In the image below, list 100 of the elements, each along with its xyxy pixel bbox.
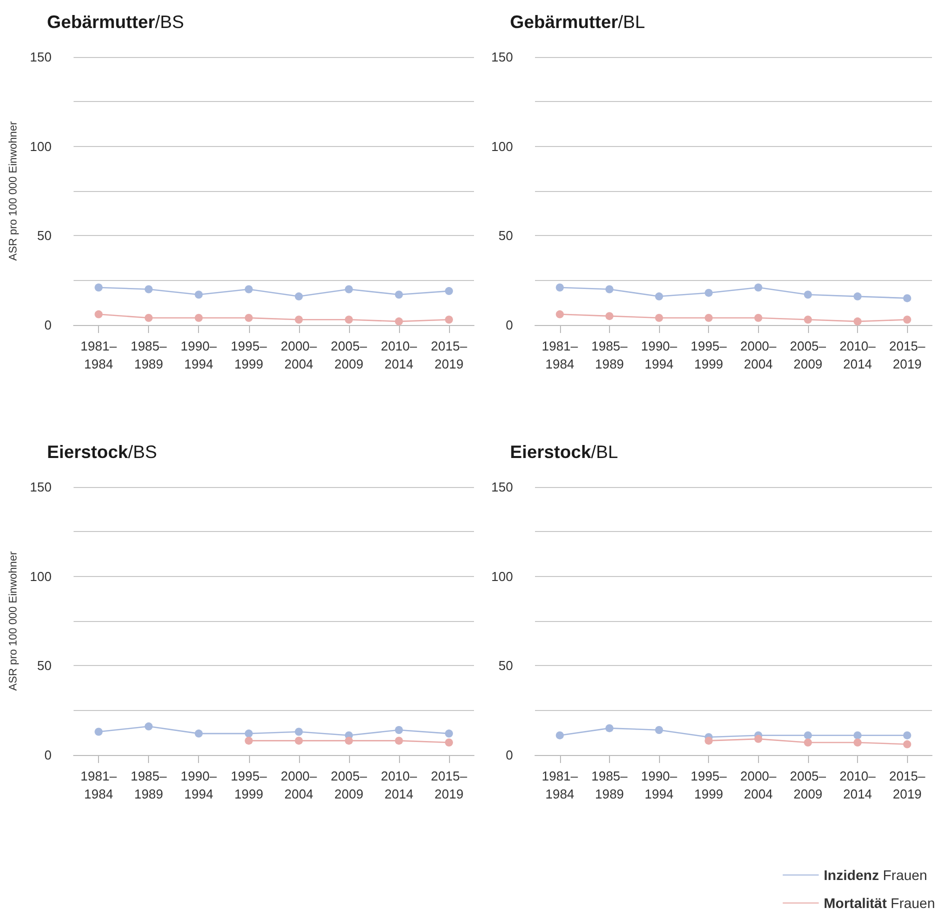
x-tick-label: 1985–1989 [130, 768, 168, 802]
x-tick-label: 1990–1994 [640, 338, 678, 372]
x-tick-label: 1990–1994 [180, 768, 218, 802]
x-tick-label: 1995–1999 [690, 338, 728, 372]
point [854, 731, 862, 740]
chart-title: Gebärmutter/BS [47, 12, 184, 32]
point [556, 731, 564, 740]
point [605, 285, 614, 294]
point [655, 314, 664, 322]
x-tick-label: 2010–2014 [380, 338, 418, 372]
x-tick-label: 1981–1984 [80, 768, 118, 802]
y-tick-label: 150 [491, 480, 513, 494]
point [294, 316, 303, 324]
point [655, 292, 664, 300]
x-tick-label: 2015–2019 [430, 338, 468, 372]
point [394, 726, 403, 734]
point [444, 730, 453, 738]
point [903, 316, 912, 324]
point [244, 736, 253, 745]
point [294, 728, 303, 736]
y-tick-label: 50 [37, 658, 52, 674]
legend-label: Mortalität Frauen [824, 895, 935, 911]
x-tick-label: 1981–1984 [80, 338, 118, 372]
point [344, 736, 353, 745]
x-tick-label: 1985–1989 [591, 768, 628, 802]
y-tick-label: 100 [30, 568, 52, 584]
point [903, 731, 912, 740]
y-tick-label: 50 [37, 228, 52, 244]
point [804, 290, 812, 299]
x-tick-label: 2015–2019 [430, 768, 468, 802]
point [754, 283, 762, 292]
point [655, 726, 664, 734]
x-tick-label: 1995–1999 [690, 768, 728, 802]
point [194, 290, 203, 299]
x-tick-label: 1990–1994 [640, 768, 678, 802]
point [804, 316, 812, 324]
x-tick-label: 2000–2004 [280, 768, 318, 802]
x-tick-label: 2015–2019 [889, 338, 926, 372]
point [903, 294, 912, 302]
x-tick-label: 2010–2014 [839, 338, 876, 372]
y-tick-label: 50 [498, 228, 513, 244]
y-axis-title: ASR pro 100 000 Einwohner [8, 120, 20, 261]
point [394, 290, 403, 299]
legend-label: Inzidenz Frauen [824, 867, 928, 883]
x-tick-label: 2000–2004 [740, 338, 778, 372]
point [94, 283, 103, 292]
x-tick-label: 2005–2009 [330, 768, 368, 802]
point [144, 285, 153, 294]
y-tick-label: 0 [506, 748, 513, 762]
y-tick-label: 0 [44, 318, 52, 332]
y-tick-label: 150 [30, 50, 52, 64]
y-tick-label: 150 [30, 480, 52, 494]
x-tick-label: 2005–2009 [790, 338, 827, 372]
x-tick-label: 2000–2004 [740, 768, 778, 802]
x-tick-label: 1990–1994 [180, 338, 218, 372]
y-tick-label: 100 [30, 138, 52, 154]
point [854, 317, 862, 326]
y-tick-label: 50 [498, 658, 513, 674]
point [244, 730, 253, 738]
point [294, 736, 303, 745]
point [556, 310, 564, 318]
x-tick-label: 2010–2014 [839, 768, 876, 802]
x-tick-label: 2005–2009 [790, 768, 827, 802]
point [854, 738, 862, 746]
chart-title: Eierstock/BL [510, 442, 618, 462]
point [556, 283, 564, 292]
point [144, 314, 153, 322]
point [704, 314, 713, 322]
point [605, 724, 614, 732]
point [344, 316, 353, 324]
y-axis-title: ASR pro 100 000 Einwohner [8, 550, 20, 691]
point [754, 314, 762, 322]
point [344, 285, 353, 294]
y-tick-label: 0 [44, 748, 52, 762]
y-tick-label: 0 [506, 318, 513, 332]
x-tick-label: 1981–1984 [542, 338, 579, 372]
point [804, 731, 812, 740]
point [94, 310, 103, 318]
x-tick-label: 1995–1999 [230, 768, 268, 802]
point [244, 314, 253, 322]
point [804, 738, 812, 746]
x-tick-label: 1995–1999 [230, 338, 268, 372]
point [704, 288, 713, 297]
point [194, 730, 203, 738]
point [394, 317, 403, 326]
chart-title: Gebärmutter/BL [510, 12, 646, 32]
chart-title: Eierstock/BS [47, 442, 158, 462]
point [94, 728, 103, 736]
point [444, 738, 453, 746]
point [394, 736, 403, 745]
point [903, 740, 912, 748]
point [194, 314, 203, 322]
point [754, 734, 762, 743]
point [294, 292, 303, 300]
point [244, 285, 253, 294]
x-tick-label: 1985–1989 [591, 338, 628, 372]
y-tick-label: 150 [491, 50, 513, 64]
point [605, 312, 614, 320]
x-tick-label: 2010–2014 [380, 768, 418, 802]
x-tick-label: 1981–1984 [542, 768, 579, 802]
